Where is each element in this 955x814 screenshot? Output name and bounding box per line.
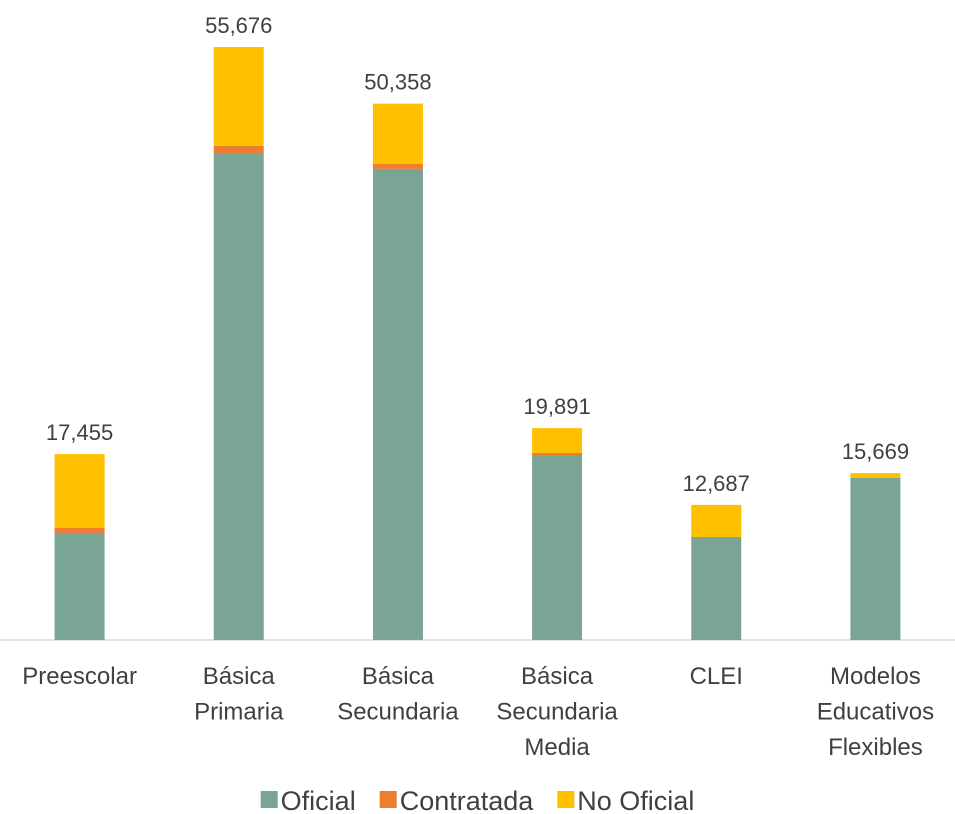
bar-segment bbox=[691, 537, 742, 640]
bar-segment bbox=[213, 145, 264, 153]
x-tick-label: CLEI bbox=[690, 663, 743, 690]
x-tick-label-line: Secundaria bbox=[496, 699, 618, 726]
bar-segment bbox=[850, 473, 901, 478]
legend-swatch bbox=[260, 791, 278, 808]
x-tick-label-line: Básica bbox=[521, 663, 594, 690]
total-label: 55,676 bbox=[205, 13, 272, 38]
legend-label: No Oficial bbox=[577, 786, 694, 814]
x-tick-label-line: Básica bbox=[203, 663, 276, 690]
legend-swatch bbox=[557, 791, 575, 808]
total-label: 19,891 bbox=[523, 394, 590, 419]
x-tick-label-line: Flexibles bbox=[828, 734, 923, 761]
x-tick-label: Básica Secundaria bbox=[337, 663, 459, 726]
x-tick-label-line: CLEI bbox=[690, 663, 743, 690]
bar-segment bbox=[213, 152, 264, 640]
bar-segment bbox=[532, 452, 583, 455]
bar-segment bbox=[372, 103, 423, 164]
bar-segment bbox=[54, 527, 105, 533]
x-tick-label-line: Preescolar bbox=[22, 663, 137, 690]
total-label: 17,455 bbox=[46, 420, 113, 445]
legend-label: Contratada bbox=[400, 786, 535, 814]
bar-segment bbox=[532, 454, 583, 640]
x-tick-label-line: Primaria bbox=[194, 699, 284, 726]
bar-segment bbox=[54, 532, 105, 640]
bar-segment bbox=[691, 504, 742, 538]
bar-segment bbox=[850, 477, 901, 640]
x-tick-label-line: Media bbox=[524, 734, 590, 761]
total-label: 15,669 bbox=[842, 439, 909, 464]
legend-label: Oficial bbox=[281, 786, 356, 814]
bar-segment bbox=[54, 454, 105, 528]
x-tick-label-line: Secundaria bbox=[337, 699, 459, 726]
bar-segment bbox=[372, 168, 423, 640]
x-tick-label: Modelos Educativos Flexibles bbox=[817, 663, 934, 761]
x-tick-label-line: Modelos bbox=[830, 663, 921, 690]
total-label: 12,687 bbox=[683, 471, 750, 496]
x-tick-label-line: Básica bbox=[362, 663, 435, 690]
x-tick-label: Preescolar bbox=[22, 663, 137, 690]
bar-segment bbox=[532, 428, 583, 453]
bar-segment bbox=[213, 47, 264, 146]
bar-segment bbox=[372, 163, 423, 169]
legend-swatch bbox=[379, 791, 397, 808]
total-label: 50,358 bbox=[364, 70, 431, 95]
x-tick-label: Básica Secundaria Media bbox=[496, 663, 618, 761]
x-tick-label: Básica Primaria bbox=[194, 663, 284, 726]
legend: Oficial Contratada No Oficial bbox=[260, 786, 694, 814]
x-tick-label-line: Educativos bbox=[817, 699, 934, 726]
